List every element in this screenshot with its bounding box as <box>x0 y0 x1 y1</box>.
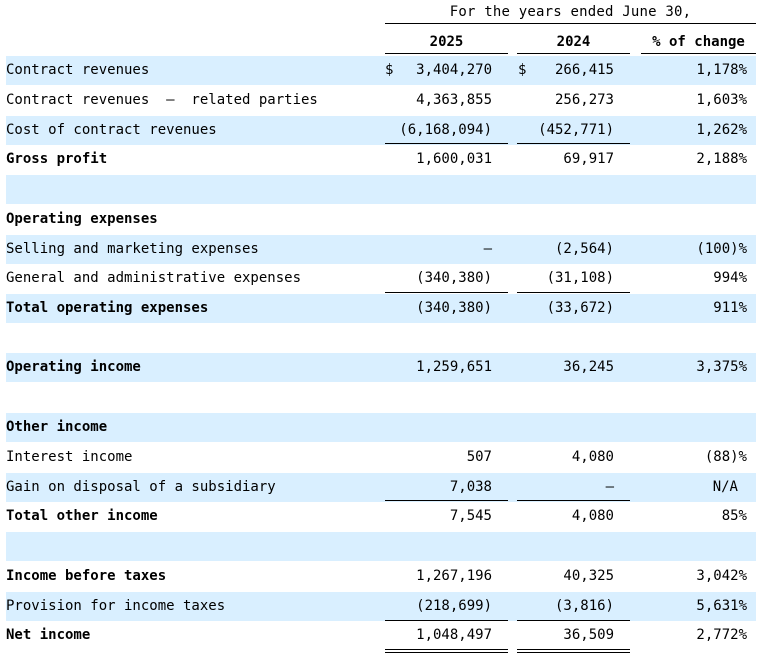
subtotal-rule <box>385 292 508 293</box>
value-2024: 4,080 <box>571 449 614 465</box>
subtotal-rule <box>517 500 630 501</box>
value-2024: 36,245 <box>563 359 614 375</box>
row-label: Total other income <box>6 508 158 524</box>
value-pct-change: 3,042% <box>696 568 747 584</box>
value-pct-change: (100)% <box>696 241 747 257</box>
value-2025: (218,699) <box>416 598 492 614</box>
value-pct-change: 1,603% <box>696 92 747 108</box>
section-label: Other income <box>6 419 108 435</box>
currency-symbol: $ <box>385 62 394 78</box>
row-gross-profit: Gross profit 1,600,031 69,917 2,188% <box>6 145 756 174</box>
value-pct-change: N/A <box>712 479 738 495</box>
row-operating-income: Operating income 1,259,651 36,245 3,375% <box>6 353 756 382</box>
value-2024: (3,816) <box>554 598 614 614</box>
value-2025: 507 <box>466 449 492 465</box>
row-label: Gross profit <box>6 151 108 167</box>
value-2024: 256,273 <box>554 92 614 108</box>
value-pct-change: 911% <box>713 300 747 316</box>
value-2025: 1,259,651 <box>416 359 492 375</box>
row-provision-income-taxes: Provision for income taxes (218,699) (3,… <box>6 592 756 621</box>
value-2024: (452,771) <box>538 122 614 138</box>
row-net-income: Net income 1,048,497 36,509 2,772% <box>6 621 756 650</box>
value-pct-change: 994% <box>713 270 747 286</box>
value-pct-change: 1,178% <box>696 62 747 78</box>
row-label: Operating income <box>6 359 141 375</box>
row-label: General and administrative expenses <box>6 270 302 286</box>
value-2025: 7,545 <box>449 508 492 524</box>
value-pct-change: (88)% <box>704 449 747 465</box>
row-total-other-income: Total other income 7,545 4,080 85% <box>6 502 756 531</box>
value-2024: (33,672) <box>546 300 614 316</box>
row-label: Total operating expenses <box>6 300 209 316</box>
value-pct-change: 3,375% <box>696 359 747 375</box>
value-2025: (6,168,094) <box>399 122 492 138</box>
spacer-row <box>6 532 756 561</box>
row-label: Provision for income taxes <box>6 598 226 614</box>
subtotal-rule <box>517 292 630 293</box>
value-2025: 1,048,497 <box>416 627 492 643</box>
row-general-administrative: General and administrative expenses (340… <box>6 264 756 293</box>
spacer-row <box>6 175 756 204</box>
row-label: Income before taxes <box>6 568 167 584</box>
value-2025: (340,380) <box>416 270 492 286</box>
value-2025: 7,038 <box>449 479 492 495</box>
row-contract-revenues-related-parties: Contract revenues – related parties 4,36… <box>6 86 756 115</box>
section-operating-expenses: Operating expenses <box>6 205 756 234</box>
value-pct-change: 1,262% <box>696 122 747 138</box>
value-2024: 40,325 <box>563 568 614 584</box>
row-label: Cost of contract revenues <box>6 122 217 138</box>
value-2025: — <box>483 241 492 257</box>
value-2024: 4,080 <box>571 508 614 524</box>
value-2025: 4,363,855 <box>416 92 492 108</box>
value-pct-change: 85% <box>721 508 747 524</box>
row-label: Contract revenues – related parties <box>6 92 318 108</box>
value-2025: 1,600,031 <box>416 151 492 167</box>
section-other-income: Other income <box>6 413 756 442</box>
value-pct-change: 2,188% <box>696 151 747 167</box>
subtotal-rule <box>385 143 508 144</box>
row-label: Selling and marketing expenses <box>6 241 259 257</box>
total-double-rule <box>517 649 630 653</box>
row-income-before-taxes: Income before taxes 1,267,196 40,325 3,0… <box>6 562 756 591</box>
period-header: For the years ended June 30, <box>449 4 692 20</box>
row-label: Gain on disposal of a subsidiary <box>6 479 276 495</box>
value-2024: — <box>605 479 614 495</box>
value-2024: 69,917 <box>563 151 614 167</box>
row-contract-revenues: Contract revenues $ 3,404,270 $ 266,415 … <box>6 56 756 85</box>
row-cost-of-contract-revenues: Cost of contract revenues (6,168,094) (4… <box>6 116 756 145</box>
value-2025: (340,380) <box>416 300 492 316</box>
value-2024: (2,564) <box>554 241 614 257</box>
column-rule-pct <box>641 53 756 54</box>
row-selling-marketing: Selling and marketing expenses — (2,564)… <box>6 235 756 264</box>
column-header-2025: 2025 <box>429 34 464 50</box>
value-2025: 3,404,270 <box>416 62 492 78</box>
column-rule-2024 <box>517 53 630 54</box>
value-pct-change: 2,772% <box>696 627 747 643</box>
header-rule <box>385 23 756 24</box>
row-label: Net income <box>6 627 91 643</box>
row-label: Interest income <box>6 449 133 465</box>
subtotal-rule <box>385 620 508 621</box>
row-interest-income: Interest income 507 4,080 (88)% <box>6 443 756 472</box>
column-header-pct: % of change <box>652 34 745 50</box>
total-double-rule <box>385 649 508 653</box>
value-2025: 1,267,196 <box>416 568 492 584</box>
currency-symbol: $ <box>518 62 527 78</box>
subtotal-rule <box>517 620 630 621</box>
column-rule-2025 <box>385 53 508 54</box>
value-pct-change: 5,631% <box>696 598 747 614</box>
subtotal-rule <box>517 143 630 144</box>
row-total-operating-expenses: Total operating expenses (340,380) (33,6… <box>6 294 756 323</box>
value-2024: (31,108) <box>546 270 614 286</box>
subtotal-rule <box>385 500 508 501</box>
row-gain-disposal-subsidiary: Gain on disposal of a subsidiary 7,038 —… <box>6 473 756 502</box>
value-2024: 36,509 <box>563 627 614 643</box>
value-2024: 266,415 <box>554 62 614 78</box>
column-header-2024: 2024 <box>556 34 591 50</box>
row-label: Contract revenues <box>6 62 150 78</box>
section-label: Operating expenses <box>6 211 158 227</box>
